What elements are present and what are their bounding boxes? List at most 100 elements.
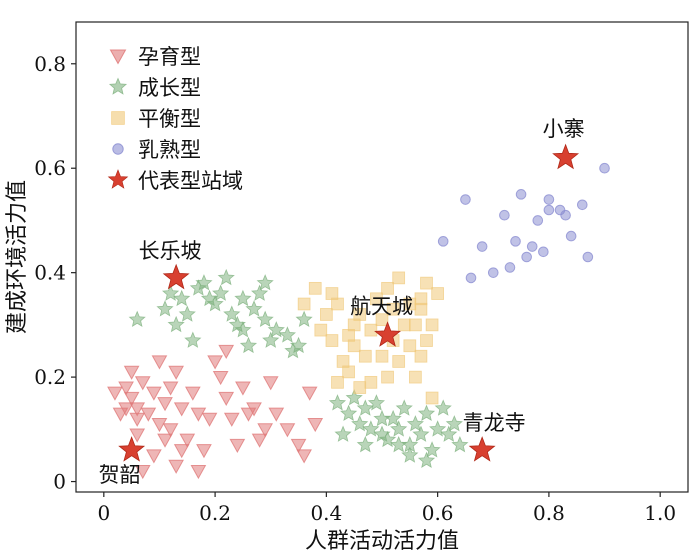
- data-point-triangle-down: [190, 407, 207, 422]
- data-point-square: [409, 370, 422, 384]
- x-tick-label: 0.8: [533, 501, 565, 525]
- data-point-triangle-down: [146, 449, 162, 464]
- x-tick-label: 0.2: [199, 501, 231, 525]
- data-point-star: [256, 274, 274, 291]
- data-point-triangle-down: [151, 418, 168, 433]
- data-point-triangle-down: [146, 386, 162, 401]
- data-point-circle: [515, 189, 527, 200]
- data-point-square: [375, 313, 389, 327]
- data-point-star: [250, 284, 269, 301]
- data-point-square: [297, 297, 311, 311]
- station-label: 贺韶: [99, 463, 141, 487]
- data-point-square: [403, 339, 417, 353]
- data-point-circle: [582, 251, 594, 263]
- data-point-circle: [576, 199, 588, 211]
- x-tick-label: 0: [97, 501, 110, 525]
- data-point-circle: [499, 209, 510, 221]
- data-point-star: [390, 435, 408, 453]
- data-point-square: [414, 292, 428, 306]
- data-point-triangle-down: [162, 423, 179, 438]
- data-point-triangle-down: [157, 397, 173, 412]
- data-point-triangle-down: [184, 386, 201, 401]
- data-point-star: [212, 284, 230, 301]
- data-point-square: [325, 334, 339, 347]
- legend-marker-star: [107, 169, 129, 189]
- data-point-star: [184, 331, 202, 348]
- data-point-square: [420, 334, 433, 347]
- data-point-star: [445, 415, 463, 432]
- data-point-triangle-down: [201, 412, 218, 427]
- data-point-square: [308, 281, 322, 295]
- data-point-star: [390, 420, 408, 437]
- data-point-square: [381, 370, 394, 384]
- data-point-star: [356, 435, 374, 453]
- legend-label: 乳熟型: [138, 138, 201, 162]
- data-point-square: [414, 349, 428, 363]
- data-point-triangle-down: [246, 402, 262, 417]
- data-point-square: [370, 292, 383, 306]
- data-point-star: [156, 300, 174, 317]
- data-point-triangle-down: [218, 344, 235, 360]
- data-point-star: [434, 399, 452, 416]
- data-point-triangle-down: [307, 418, 324, 433]
- data-point-square: [425, 318, 439, 332]
- data-point-triangle-down: [123, 365, 140, 380]
- data-point-star: [417, 451, 436, 468]
- data-point-circle: [560, 209, 571, 221]
- data-point-triangle-down: [251, 433, 268, 448]
- representative-star: [162, 263, 190, 290]
- data-point-triangle-down: [107, 386, 123, 401]
- station-label: 青龙寺: [463, 411, 526, 435]
- data-point-triangle-down: [140, 407, 157, 422]
- data-point-triangle-down: [218, 391, 235, 407]
- data-point-star: [262, 331, 280, 348]
- data-point-square: [392, 271, 406, 285]
- data-point-triangle-down: [301, 386, 318, 401]
- data-point-star: [295, 310, 313, 327]
- data-point-triangle-down: [268, 407, 285, 422]
- data-point-circle: [538, 246, 549, 258]
- station-label: 航天城: [350, 294, 413, 318]
- data-point-triangle-down: [173, 444, 190, 459]
- data-point-star: [239, 336, 258, 354]
- data-point-triangle-down: [207, 355, 223, 370]
- data-point-circle: [460, 194, 471, 205]
- data-point-star: [256, 310, 274, 327]
- data-point-square: [397, 318, 411, 332]
- data-point-star: [178, 305, 196, 322]
- representative-star: [118, 436, 146, 462]
- plot-frame: [75, 21, 689, 493]
- data-point-star: [440, 425, 458, 442]
- data-point-circle: [543, 204, 555, 216]
- data-point-square: [358, 349, 372, 363]
- representative-star: [468, 436, 496, 462]
- x-tick-label: 0.6: [422, 501, 454, 525]
- data-point-star: [395, 399, 413, 416]
- data-point-triangle-down: [262, 376, 279, 391]
- data-point-triangle-down: [168, 459, 184, 474]
- x-tick-label: 1.0: [644, 501, 676, 525]
- data-point-triangle-down: [196, 444, 212, 459]
- data-point-triangle-down: [151, 355, 168, 370]
- data-point-square: [314, 323, 328, 337]
- data-point-circle: [532, 215, 544, 226]
- y-tick-label: 0.6: [34, 156, 66, 180]
- data-point-circle: [565, 230, 577, 242]
- data-point-square: [392, 355, 406, 368]
- y-tick-label: 0.4: [34, 261, 66, 285]
- data-point-square: [409, 318, 422, 332]
- data-point-square: [381, 281, 394, 295]
- data-point-triangle-down: [134, 376, 151, 391]
- data-point-star: [223, 305, 241, 322]
- legend-marker-triangle-down: [109, 49, 127, 65]
- data-point-star: [173, 289, 191, 307]
- x-tick-label: 0.4: [310, 501, 342, 525]
- data-point-triangle-down: [129, 412, 146, 427]
- data-point-circle: [504, 262, 516, 273]
- legend-label: 孕育型: [138, 45, 201, 69]
- data-point-triangle-down: [129, 402, 146, 417]
- data-point-star: [328, 394, 347, 411]
- data-point-circle: [487, 267, 499, 278]
